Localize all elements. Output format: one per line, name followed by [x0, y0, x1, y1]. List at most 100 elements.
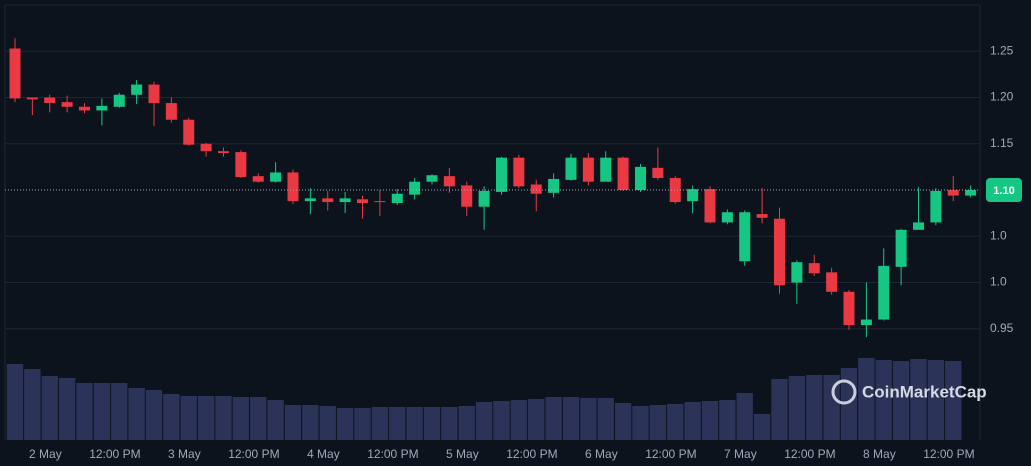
candle-body	[270, 172, 282, 182]
candle-body	[582, 157, 594, 182]
volume-bar	[528, 399, 545, 440]
volume-bar	[475, 402, 493, 440]
candle-body	[669, 178, 681, 203]
volume-bar	[250, 397, 267, 440]
volume-bar	[823, 375, 840, 440]
candle-body	[843, 291, 855, 326]
candle-body	[426, 175, 438, 182]
volume-bar	[145, 390, 163, 440]
candle-body	[530, 184, 542, 194]
x-tick-label: 12:00 PM	[506, 447, 557, 461]
volume-bar	[945, 361, 962, 440]
candle-body	[339, 198, 351, 203]
candle-body	[634, 166, 646, 191]
candle-body	[652, 167, 664, 179]
volume-bar	[493, 401, 510, 440]
volume-bar	[93, 383, 111, 440]
volume-bar	[597, 398, 614, 440]
candle-body	[895, 229, 907, 267]
volume-bar	[406, 407, 423, 440]
candle-body	[461, 185, 473, 207]
candle-body	[443, 176, 455, 187]
candle-body	[44, 97, 56, 104]
candle-body	[495, 157, 507, 192]
volume-bar	[788, 376, 806, 440]
candle-body	[756, 214, 768, 218]
volume-bar	[76, 383, 93, 440]
volume-bar	[719, 400, 736, 440]
volume-bar	[701, 401, 719, 440]
volume-bar	[649, 405, 667, 440]
volume-bar	[806, 375, 823, 440]
volume-bar	[771, 379, 788, 440]
x-tick-label: 12:00 PM	[645, 447, 696, 461]
candle-body	[548, 178, 560, 193]
candle-body	[791, 262, 803, 283]
volume-bar	[24, 369, 41, 440]
candle-body	[739, 212, 751, 262]
candle-body	[947, 190, 959, 196]
volume-bar	[545, 397, 562, 440]
watermark-text: CoinMarketCap	[862, 382, 987, 401]
candle-body	[687, 189, 699, 202]
candle-body	[617, 157, 629, 191]
candle-body	[26, 97, 38, 100]
volume-bar	[614, 403, 632, 440]
candle-body	[600, 157, 612, 182]
volume-bar	[302, 405, 319, 440]
volume-bar	[562, 397, 580, 440]
candle-body	[356, 199, 368, 203]
y-tick-label: 1.0	[990, 228, 1007, 242]
volume-bar	[684, 402, 701, 440]
volume-bar	[423, 407, 441, 440]
candle-body	[200, 143, 212, 152]
candle-body	[374, 201, 386, 203]
candle-body	[235, 152, 247, 178]
watermark: CoinMarketCap	[831, 379, 987, 405]
candle-body	[773, 218, 785, 286]
x-tick-label: 5 May	[446, 447, 479, 461]
candle-body	[252, 176, 264, 182]
candle-body	[217, 151, 229, 154]
volume-bar	[336, 408, 354, 440]
volume-bar	[892, 361, 910, 440]
volume-bar	[510, 400, 528, 440]
y-tick-label: 1.20	[990, 90, 1014, 104]
volume-bar	[215, 396, 232, 440]
candle-body	[513, 157, 525, 187]
volume-bar	[6, 364, 24, 440]
volume-bar	[927, 360, 945, 440]
volume-bar	[580, 398, 597, 440]
current-price-label: 1.10	[993, 185, 1014, 197]
volume-bar	[632, 406, 649, 440]
candle-body	[912, 222, 924, 230]
candle-body	[131, 84, 143, 95]
candle-body	[287, 172, 299, 202]
volume-bar	[458, 406, 475, 440]
candle-body	[860, 319, 872, 326]
x-tick-label: 6 May	[585, 447, 618, 461]
volume-bar	[197, 396, 215, 440]
x-tick-label: 12:00 PM	[89, 447, 140, 461]
volume-bar	[875, 360, 892, 440]
x-tick-label: 3 May	[168, 447, 201, 461]
candle-body	[304, 198, 316, 202]
y-tick-label: 1.15	[990, 136, 1014, 150]
candle-body	[96, 105, 108, 111]
volume-bar	[58, 378, 76, 440]
candle-body	[9, 48, 21, 99]
candle-body	[165, 103, 177, 120]
x-tick-label: 12:00 PM	[228, 447, 279, 461]
candle-body	[61, 102, 73, 107]
volume-bar	[910, 359, 927, 440]
volume-bar	[319, 406, 336, 440]
watermark-logo	[831, 379, 857, 405]
candle-body	[565, 157, 577, 180]
candle-body	[409, 181, 421, 195]
volume-bar	[180, 396, 197, 440]
volume-bar	[267, 400, 284, 440]
y-tick-label: 1.25	[990, 43, 1014, 57]
candle-body	[322, 198, 334, 203]
